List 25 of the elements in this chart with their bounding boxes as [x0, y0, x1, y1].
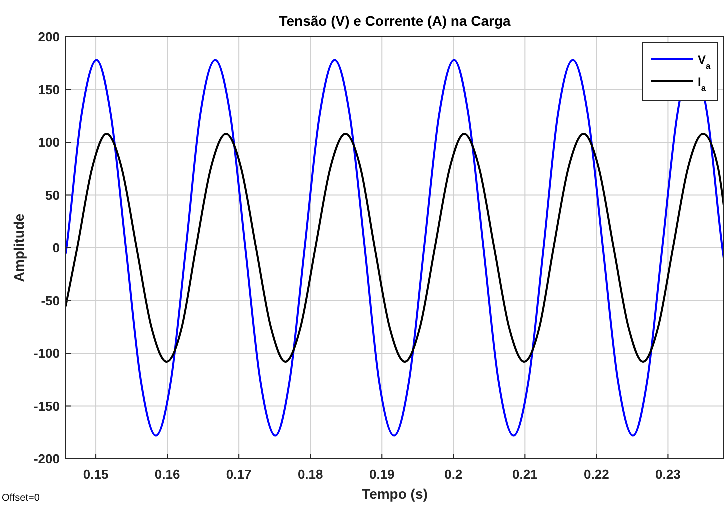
x-tick-label: 0.18 — [298, 467, 324, 482]
legend-label: V$_{a}$ — [698, 53, 712, 71]
line-series — [66, 133, 724, 363]
x-tick-label: 0.15 — [83, 467, 109, 482]
y-axis-title: Amplitude — [11, 214, 27, 282]
text: Offset=0 — [2, 493, 40, 504]
x-axis-title: Tempo (s) — [362, 486, 428, 502]
y-tick-label: -150 — [34, 398, 60, 414]
x-tick-label: 0.17 — [226, 467, 252, 482]
y-tick-label: 200 — [38, 30, 60, 44]
x-tick-label: 0.22 — [584, 467, 610, 482]
y-tick-label: -200 — [34, 452, 60, 466]
x-tick-label: 0.21 — [512, 467, 538, 482]
x-tick-label: 0.19 — [369, 467, 395, 482]
y-tick-label: 150 — [38, 82, 60, 98]
y-tick-label: -50 — [41, 293, 60, 308]
chart-title: Tensão (V) e Corrente (A) na Carga — [279, 13, 511, 29]
x-tick-label: 0.23 — [656, 467, 681, 482]
x-tick-label: 0.2 — [444, 467, 463, 482]
legend-label: I$_{a}$ — [698, 75, 706, 93]
y-tick-label: -100 — [34, 346, 60, 361]
y-tick-label: 100 — [38, 135, 60, 150]
y-tick-label: 0 — [52, 240, 60, 256]
y-tick-label: 50 — [46, 188, 60, 203]
x-tick-label: 0.16 — [154, 467, 180, 482]
